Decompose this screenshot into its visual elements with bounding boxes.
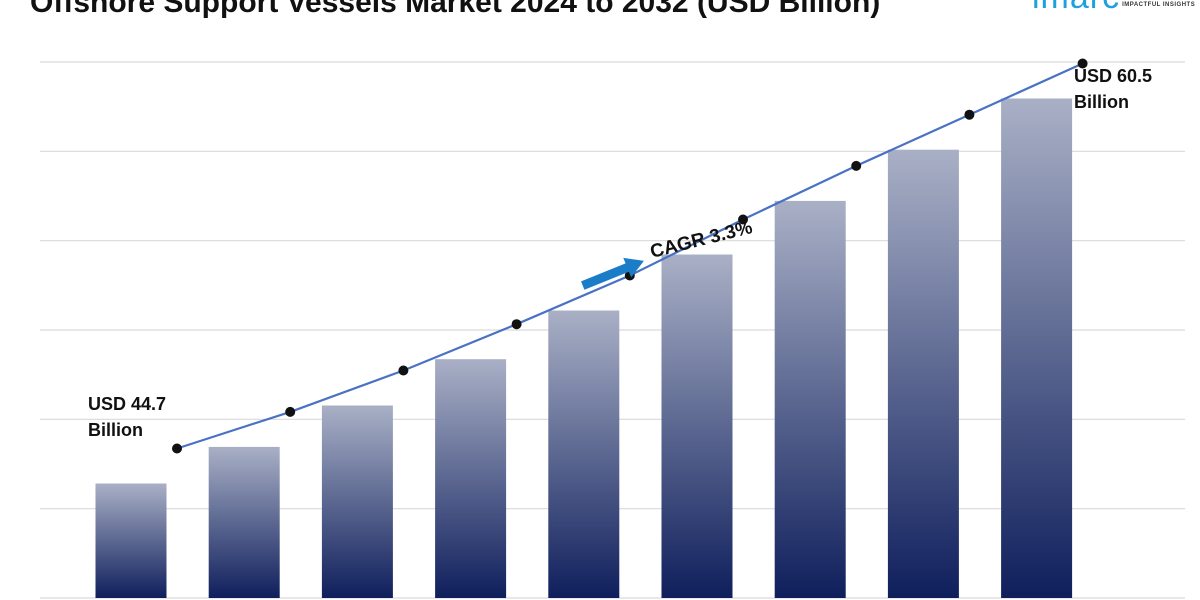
trend-point-2024 [172,443,182,454]
chart-title: Offshore Support Vessels Market 2024 to … [30,0,881,19]
start-value-line: Billion [88,420,143,440]
logo-subtext: IMPACTFUL INSIGHTS [1122,2,1196,8]
cagr-arrow-shaft [581,262,631,290]
bar-2027 [435,359,507,598]
trend-point-2032 [1077,58,1088,69]
trend-line-group [172,58,1088,454]
trend-point-2030 [851,160,862,171]
trend-point-2026 [398,365,409,376]
bar-2024 [95,483,167,598]
cagr-arrow-head [623,257,644,278]
end-value-line: Billion [1074,92,1129,112]
bar-2029 [661,254,733,598]
bar-2031 [887,149,959,598]
start-value-line: USD 44.7 [88,394,166,414]
bars [95,98,1073,598]
trend-point-2031 [964,109,975,120]
end-value-line: USD 60.5 [1074,66,1152,86]
trend-point-2027 [511,319,522,330]
start-value-label: USD 44.7 Billion [88,394,166,440]
logo-text: imarc [1032,0,1120,17]
bar-2025 [208,446,280,598]
bar-2026 [321,405,393,598]
trend-point-2025 [285,406,296,417]
end-value-label: USD 60.5 Billion [1074,66,1152,112]
imarc-logo: imarc IMPACTFUL INSIGHTS [1032,0,1196,17]
trend-point-2029 [738,214,748,225]
bar-2032 [1001,98,1073,598]
cagr-arrow-icon [581,257,644,290]
bar-2030 [774,200,846,598]
bar-2028 [548,310,620,598]
